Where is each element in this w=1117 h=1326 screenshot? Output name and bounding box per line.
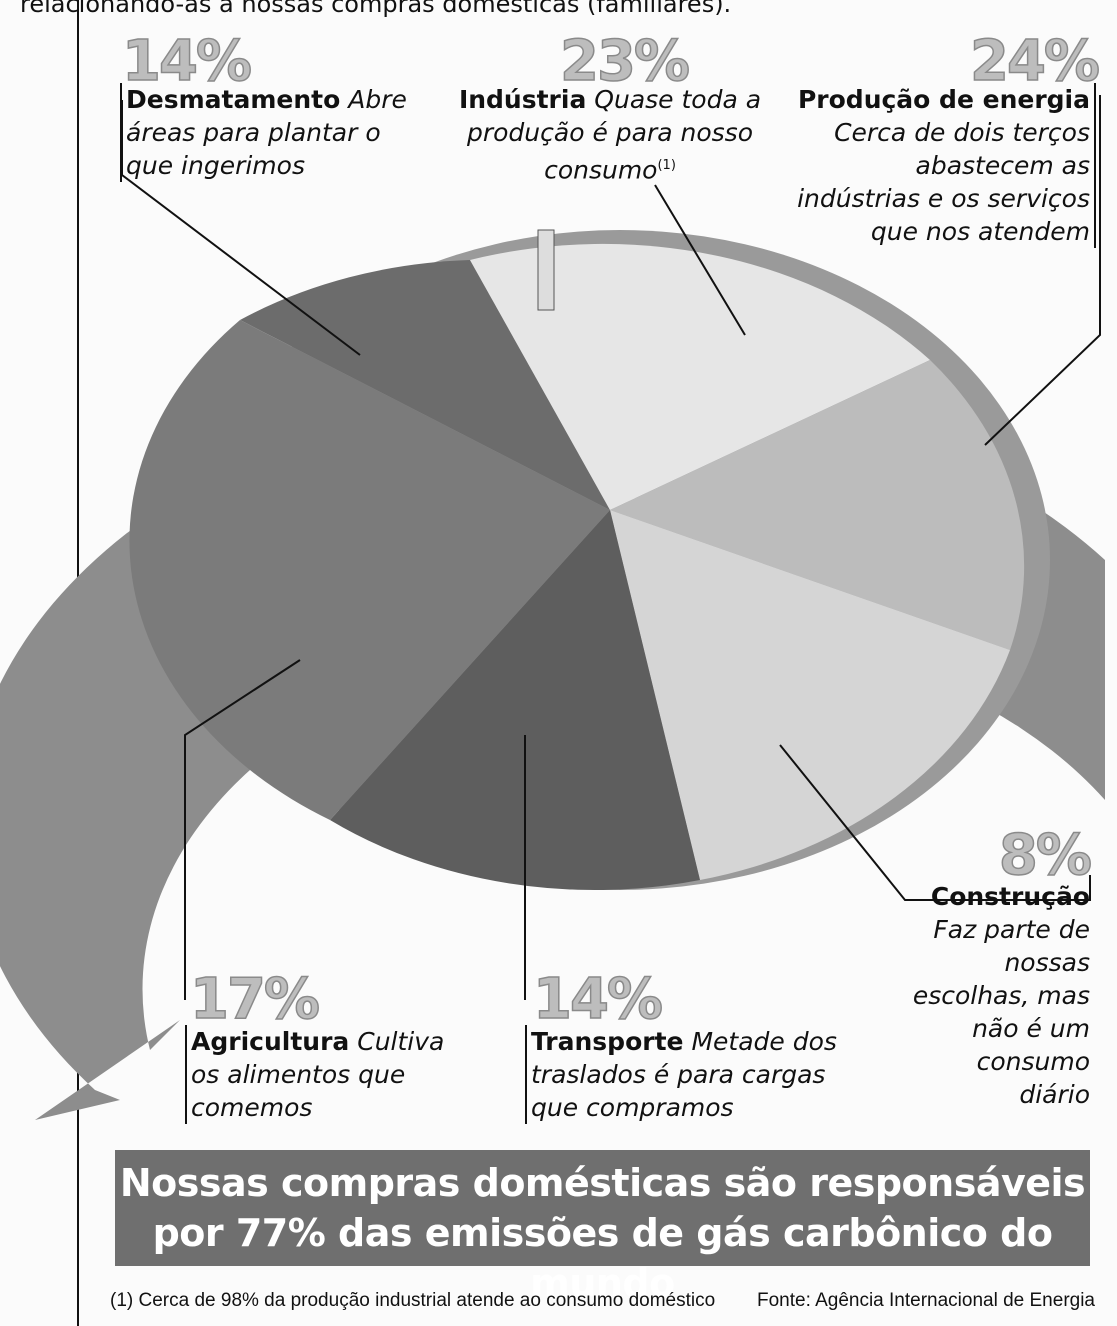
percent: 23% <box>559 29 691 94</box>
name: Construção <box>930 882 1090 911</box>
description: Quase toda a produção é para nosso consu… <box>466 85 762 185</box>
source: Fonte: Agência Internacional de Energia <box>756 1290 1095 1311</box>
name: Indústria <box>458 85 587 114</box>
label: Desmatamento Abre áreas para plantar o q… <box>120 83 416 182</box>
name: Agricultura <box>191 1027 350 1056</box>
wedge <box>129 320 610 820</box>
percent: 17% <box>189 967 321 1032</box>
wedge <box>330 510 700 891</box>
percent: 14% <box>121 29 253 94</box>
footnote: (1) Cerca de 98% da produção industrial … <box>110 1290 716 1311</box>
note-ref: (1) <box>657 158 676 173</box>
wedge <box>610 360 1025 650</box>
intro: relacionando-as à nossas compras domésti… <box>20 0 732 18</box>
description: Faz parte de nossas escolhas, mas não é … <box>912 915 1090 1109</box>
name: Desmatamento <box>126 85 341 114</box>
banner: Nossas compras domésticas são responsáve… <box>115 1150 1090 1305</box>
description: Metade dos traslados é para cargas que c… <box>531 1027 837 1122</box>
banner-line: por 77% das emissões de gás carbônico do… <box>152 1211 1053 1305</box>
description: Abre áreas para plantar o que ingerimos <box>126 85 407 180</box>
label: Indústria Quase toda a produção é para n… <box>455 83 765 186</box>
label: Transporte Metade dos traslados é para c… <box>525 1025 851 1124</box>
description: Cultiva os alimentos que comemos <box>191 1027 445 1122</box>
description: Cerca de dois terços abastecem as indúst… <box>797 118 1090 246</box>
name: Produção de energia <box>797 85 1090 114</box>
label: Produção de energia Cerca de dois terços… <box>790 83 1096 248</box>
percent: 24% <box>969 29 1101 94</box>
label: Agricultura Cultiva os alimentos que com… <box>185 1025 461 1124</box>
percent: 14% <box>532 967 664 1032</box>
percent: 8% <box>998 823 1093 888</box>
banner-line: Nossas compras domésticas são responsáve… <box>119 1161 1086 1205</box>
chimney <box>537 229 555 311</box>
wedge <box>470 243 930 510</box>
name: Transporte <box>531 1027 684 1056</box>
wedge <box>610 510 1010 880</box>
label: Construção Faz parte de nossas escolhas,… <box>900 880 1090 1111</box>
leaders <box>121 95 1101 1000</box>
wedge <box>240 260 610 510</box>
